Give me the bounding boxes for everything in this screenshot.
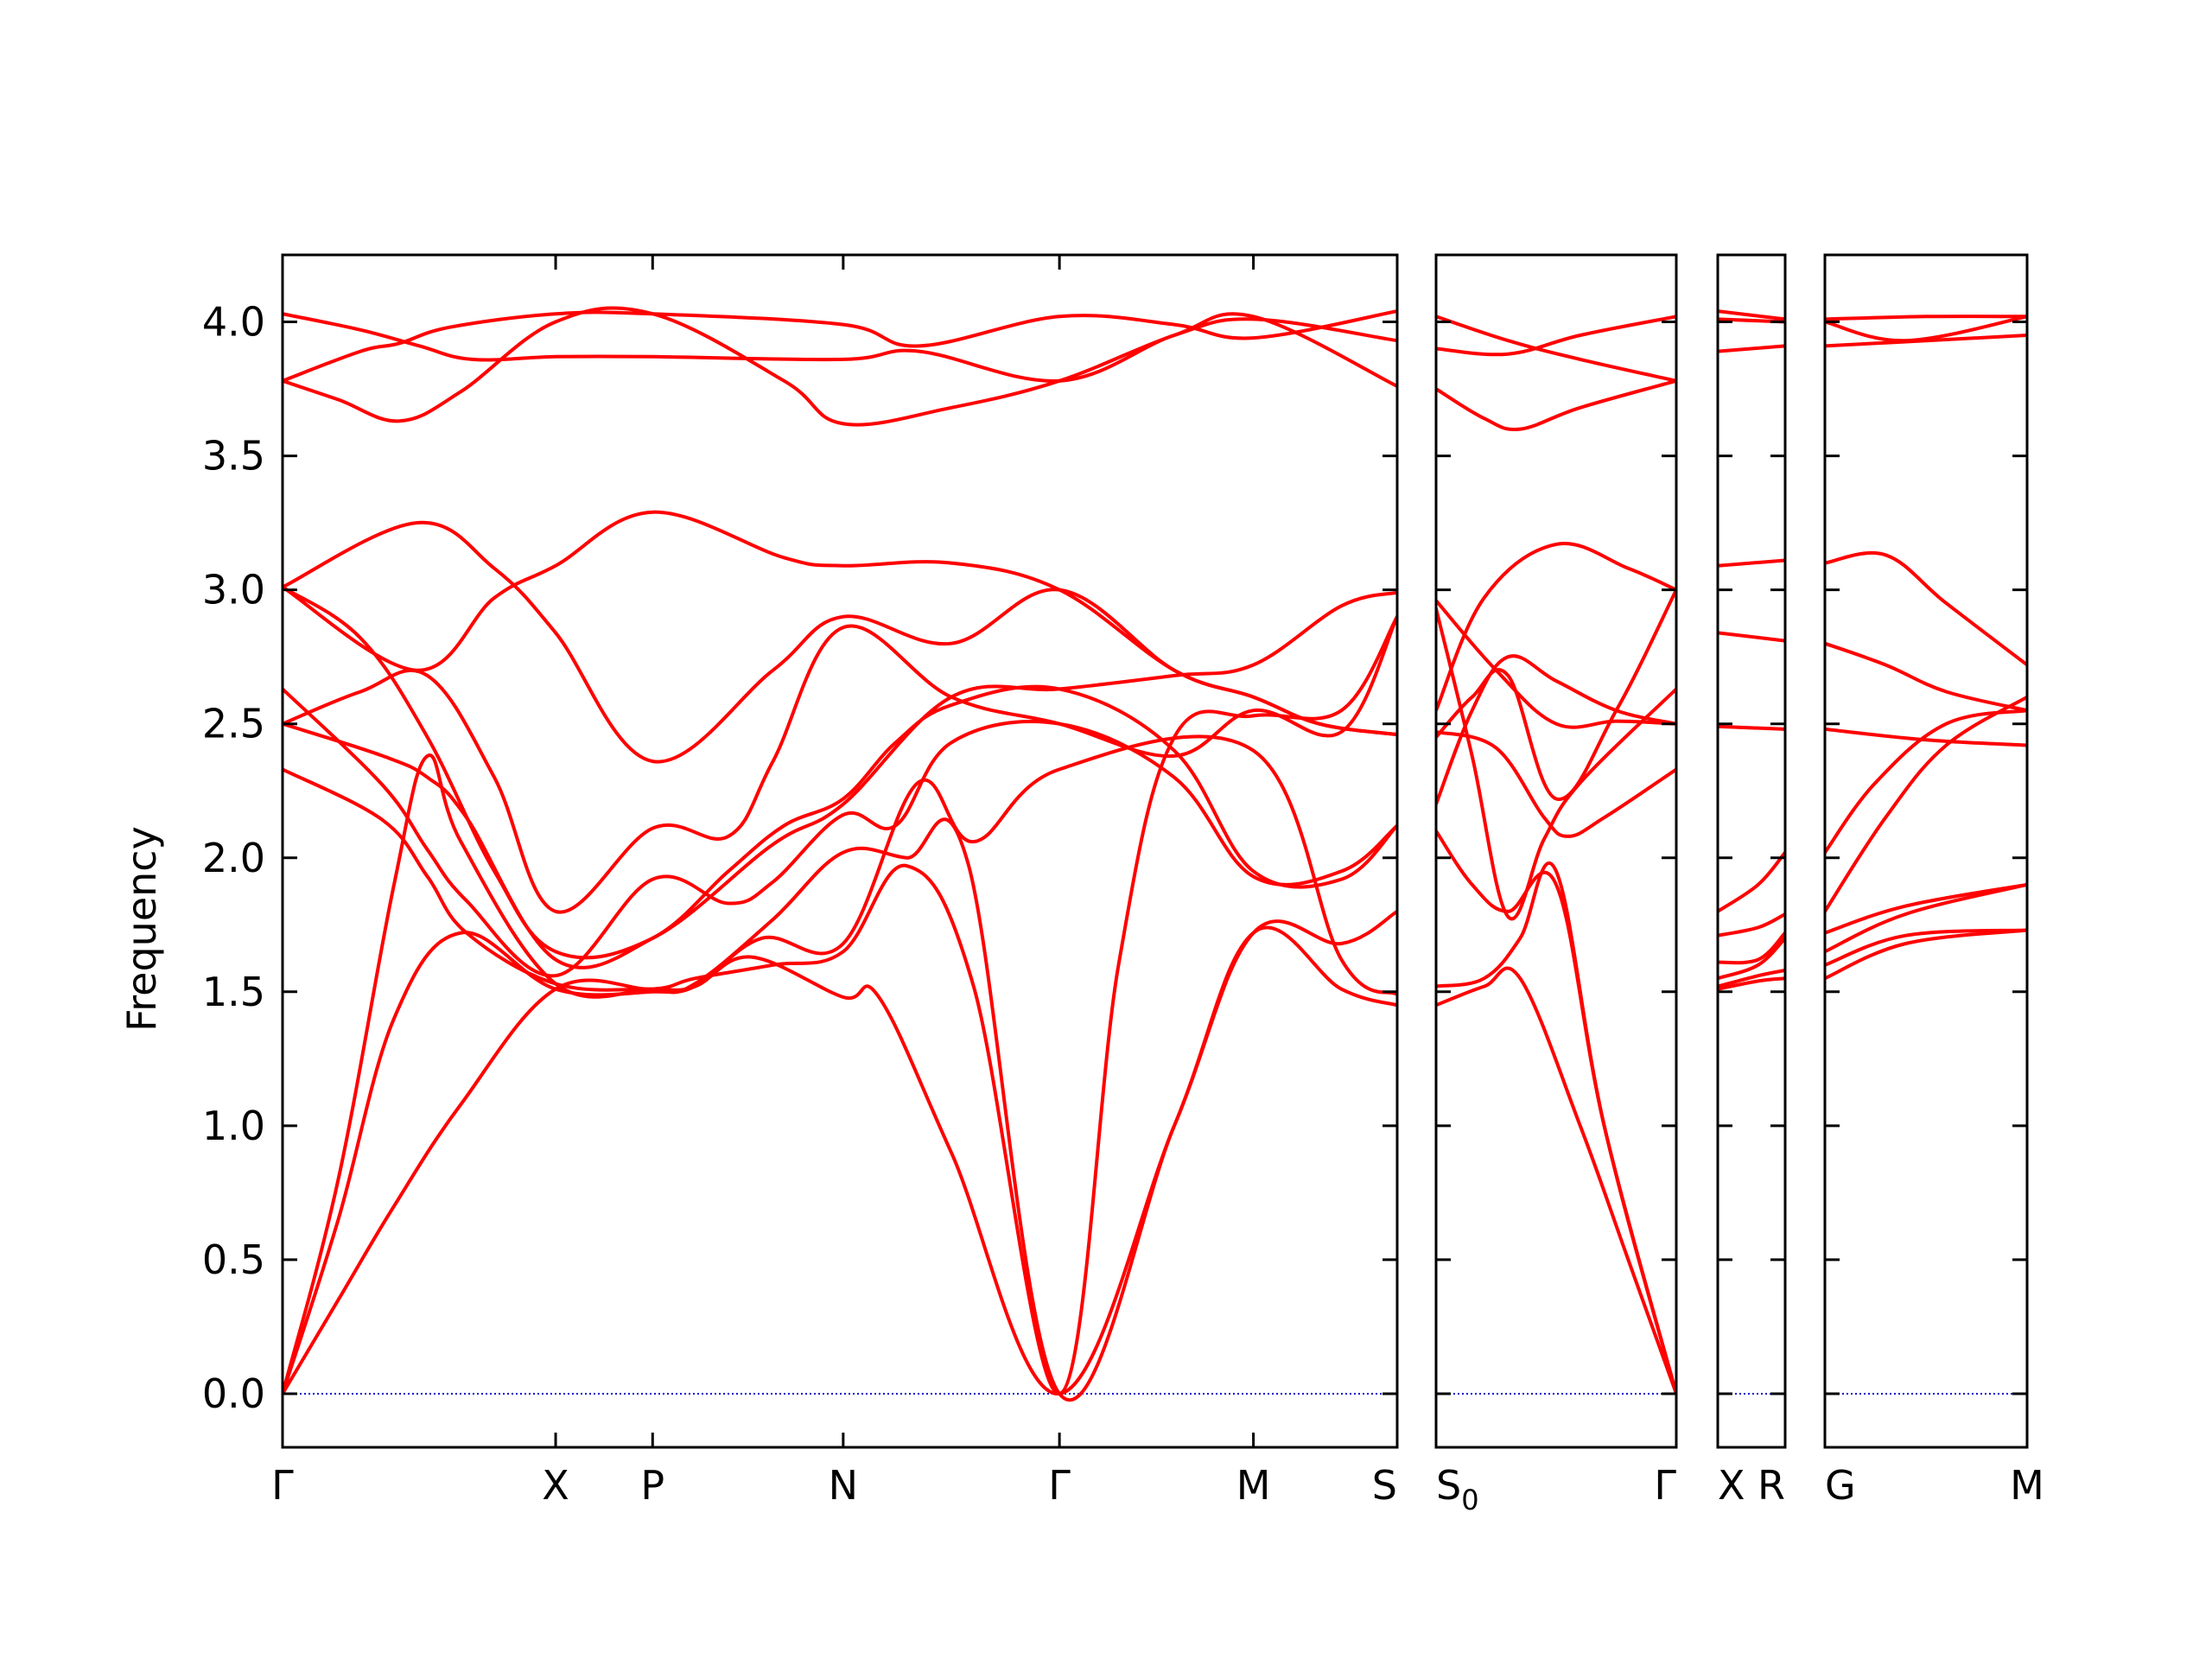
band-line [1718,936,1785,981]
band-group [1718,309,1785,991]
x-tick-label: S0 [1436,1462,1479,1516]
band-line [283,510,1397,737]
panel-1: 0.0 0.5 1.0 1.5 2.0 2.5 3.0 3.5 4.0 Γ X P N Γ M S [202,253,1399,1509]
x-tick-label: X [542,1462,569,1509]
band-line [283,306,1397,427]
x-tick-label-subscript: 0 [1461,1484,1478,1516]
band-line [1436,966,1676,1395]
y-tick-label: 3.0 [202,567,265,613]
x-tick-label: S [1372,1462,1397,1509]
panel-frame [1434,253,1678,1449]
band-line [1436,588,1676,801]
band-line [283,734,1397,996]
band-line [1436,607,1676,921]
x-tick-label: Γ [1048,1462,1071,1509]
band-line [283,817,1397,1402]
panel-frame [1823,253,2029,1449]
y-tick-label: 1.5 [202,969,265,1015]
band-line [1825,334,2027,348]
band-line [1436,654,1676,806]
band-line [283,614,1397,914]
band-line [283,309,1397,383]
band-line [1825,928,2027,967]
band-line [1718,969,1785,988]
x-tick-label: M [1236,1462,1271,1509]
band-line [1825,928,2027,981]
band-line [1825,550,2027,667]
band-line [1825,315,2027,321]
panel-frame [1716,253,1787,1449]
x-tick-label: G [1825,1462,1856,1509]
band-line [283,614,1397,1395]
y-tick-label: 4.0 [202,299,265,346]
x-tick-label: R [1758,1462,1785,1509]
band-line [1825,695,2027,913]
band-line [1825,882,2027,954]
band-line [283,585,1397,960]
band-line [1718,724,1785,731]
band-line [1718,344,1785,353]
x-tick-label: Γ [1654,1462,1676,1509]
band-line [1718,631,1785,643]
band-line [1436,541,1676,713]
y-tick-label: 2.5 [202,701,265,747]
band-line [1718,976,1785,991]
panel-2: S0 Γ [1434,253,1678,1516]
band-line [1436,861,1676,1395]
band-line [283,684,1397,969]
band-line [1436,315,1676,383]
band-line [283,687,1397,978]
y-tick-label: 0.0 [202,1370,265,1417]
x-tick-label: N [829,1462,858,1509]
band-line [1718,912,1785,938]
panels: 0.00.51.01.52.02.53.03.54.0Γ X P N Γ M S S0 Γ X R G… [202,253,2044,1516]
x-tick-label: X [1718,1462,1745,1509]
y-tick-label: 2.0 [202,835,265,881]
band-group [1825,315,2027,981]
x-tick-label: M [2010,1462,2044,1509]
band-line [1718,309,1785,321]
band-line [1436,599,1676,729]
y-tick-label: 0.5 [202,1236,265,1283]
y-tick-label: 1.0 [202,1103,265,1149]
y-tick-label: 3.5 [202,433,265,480]
band-line [1718,931,1785,965]
x-tick-label: P [640,1462,664,1509]
y-axis-label: Frequency [118,826,165,1032]
x-tick-label: Γ [271,1462,294,1509]
band-line [1436,378,1676,432]
band-line [1436,315,1676,357]
band-line [1825,709,2027,855]
band-line [1718,850,1785,913]
panel-frame [281,253,1399,1449]
x-tick-label-base: S [1436,1462,1461,1509]
band-group [283,306,1397,1402]
band-group [1436,315,1676,1395]
band-line [1825,641,2027,713]
band-line [1825,727,2027,747]
band-line [1436,730,1676,838]
band-line [1718,558,1785,568]
